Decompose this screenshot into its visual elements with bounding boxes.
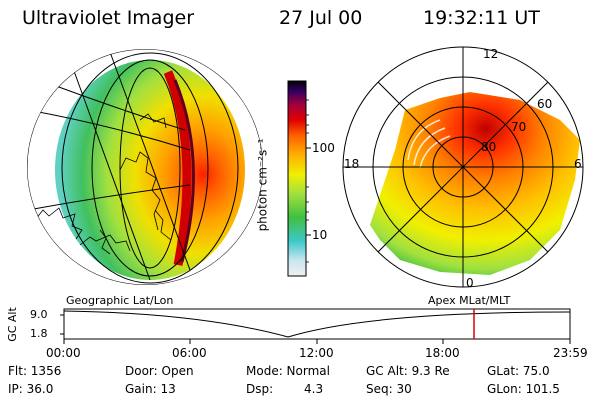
status-flt: Flt: 1356 bbox=[8, 364, 62, 378]
status-ip: IP: 36.0 bbox=[8, 382, 54, 396]
altitude-ylabel: GC Alt bbox=[5, 307, 19, 342]
auroral-image-left bbox=[55, 60, 245, 280]
time-tick-1800: 18:00 bbox=[425, 346, 460, 360]
status-glat: GLat: 75.0 bbox=[487, 364, 550, 378]
dayside-arcs bbox=[407, 119, 451, 169]
altitude-curve bbox=[63, 310, 571, 338]
altitude-tick-low: 1.8 bbox=[30, 327, 48, 340]
coastlines bbox=[34, 113, 172, 255]
status-gc-alt: GC Alt: 9.3 Re bbox=[366, 364, 450, 378]
time-tick-0000: 00:00 bbox=[46, 346, 81, 360]
colorbar bbox=[287, 80, 311, 277]
time-label: 19:32:11 UT bbox=[423, 7, 540, 29]
mlat-label-60: 60 bbox=[537, 97, 553, 111]
altitude-strip bbox=[60, 308, 571, 344]
mlat-label-70: 70 bbox=[511, 120, 527, 134]
mlt-label-18: 18 bbox=[344, 157, 360, 171]
colorbar-tick-10: 10 bbox=[312, 228, 328, 242]
mlat-label-80: 80 bbox=[481, 140, 497, 154]
right-map-caption: Apex MLat/MLT bbox=[428, 294, 511, 307]
left-map-caption: Geographic Lat/Lon bbox=[66, 294, 174, 307]
time-tick-1200: 12:00 bbox=[299, 346, 334, 360]
mlt-label-6: 6 bbox=[574, 157, 582, 171]
time-tick-0600: 06:00 bbox=[172, 346, 207, 360]
status-glon: GLon: 101.5 bbox=[487, 382, 560, 396]
status-mode: Mode: Normal bbox=[246, 364, 330, 378]
polar-map bbox=[342, 46, 584, 288]
instrument-title: Ultraviolet Imager bbox=[22, 7, 195, 29]
mlt-label-12: 12 bbox=[483, 47, 499, 61]
geographic-map bbox=[27, 49, 263, 285]
altitude-tick-high: 9.0 bbox=[30, 308, 48, 321]
status-dsp-label: Dsp: bbox=[246, 382, 274, 396]
date-label: 27 Jul 00 bbox=[279, 7, 363, 29]
colorbar-tick-100: 100 bbox=[312, 141, 335, 155]
status-dsp-value: 4.3 bbox=[304, 382, 324, 396]
time-tick-2359: 23:59 bbox=[553, 346, 588, 360]
mlt-label-0: 0 bbox=[466, 276, 474, 290]
limb-band-left bbox=[173, 79, 195, 263]
auroral-oval-left bbox=[163, 70, 192, 266]
status-seq: Seq: 30 bbox=[366, 382, 412, 396]
auroral-image-right bbox=[370, 92, 580, 275]
colorbar-unit-label: photon cm⁻²s⁻¹ bbox=[255, 138, 270, 232]
status-door: Door: Open bbox=[125, 364, 194, 378]
status-gain: Gain: 13 bbox=[125, 382, 176, 396]
colorbar-gradient bbox=[287, 80, 307, 277]
polar-grid bbox=[342, 46, 584, 288]
